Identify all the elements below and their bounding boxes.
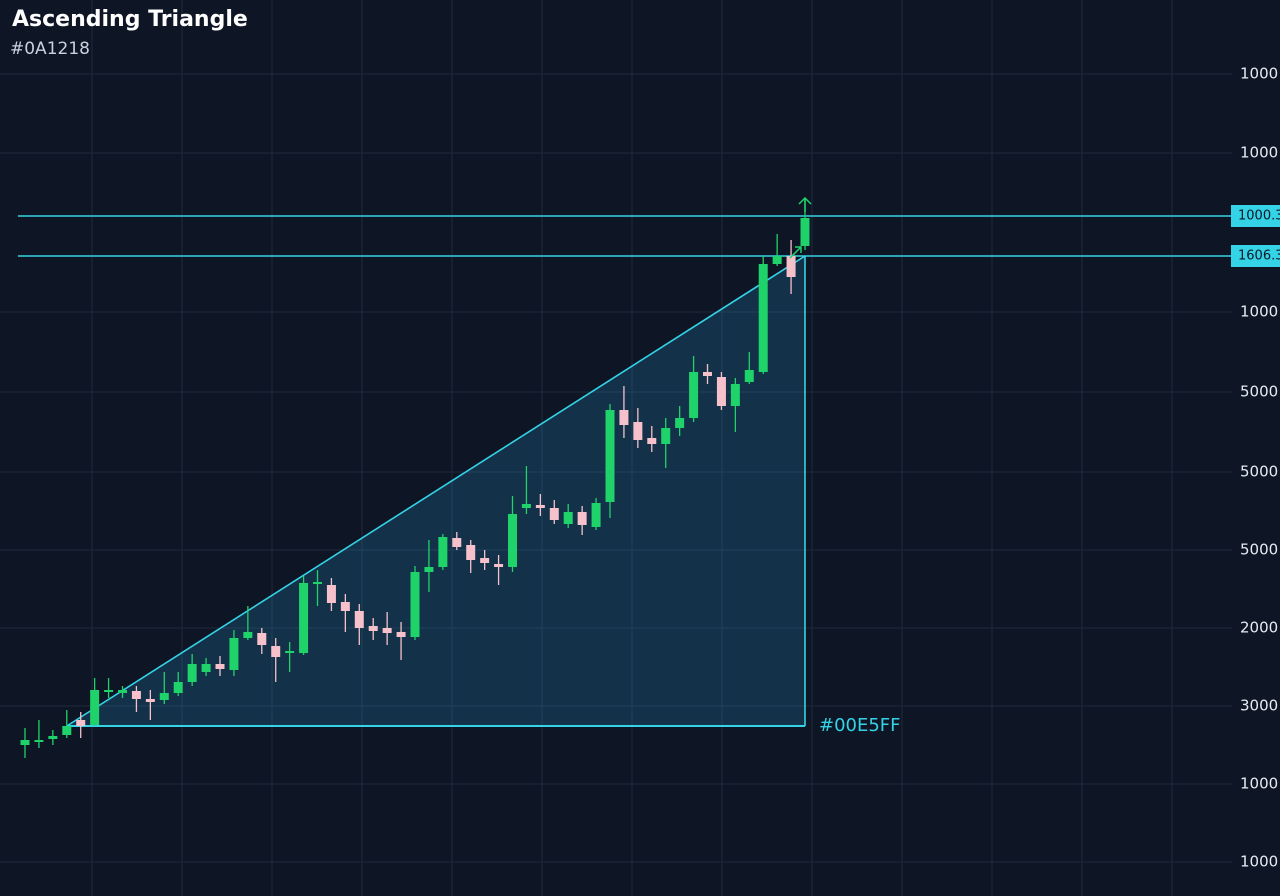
annotation: #00E5FF [819,715,901,736]
candle-body [285,651,295,653]
candle-body [396,632,406,637]
candle-body [466,545,476,560]
y-tick-label: 1000 [1240,303,1278,321]
candle-body [243,632,253,638]
candle-body [229,638,239,670]
candle-body [145,699,155,702]
candle-body [633,422,643,440]
y-tick-label: 1000 [1240,775,1278,793]
candle-body [257,633,267,645]
candle-body [772,256,782,264]
candle-body [494,564,504,567]
candle-body [62,726,72,735]
candle-body [619,410,629,425]
candle-body [410,572,420,637]
y-tick-label: 1000 [1240,853,1278,871]
candle-body [299,583,309,653]
candle-body [173,682,183,693]
candle-body [563,512,573,524]
candle-body [215,664,225,669]
y-tick-label: 3000 [1240,697,1278,715]
y-tick-label: 2000 [1240,619,1278,637]
candle-body [131,691,141,699]
y-tick-label: 5000 [1240,463,1278,481]
y-tick-label: 1000 [1240,65,1278,83]
candle-body [605,410,615,502]
candle-body [758,264,768,372]
candle-body [452,538,462,547]
candle-body [34,740,44,742]
candle-body [48,736,58,739]
candle-body [577,512,587,525]
chart-subtitle: #0A1218 [10,39,90,59]
candle-body [744,370,754,382]
candle-body [508,514,517,567]
candle-body [424,567,434,572]
candle-body [354,611,364,628]
candle-body [20,740,30,745]
candle-body [368,626,378,631]
candle-body [703,372,712,376]
candle-body [118,690,127,693]
level-label: 1606.3 [1238,249,1280,264]
chart-title: Ascending Triangle [12,7,248,32]
candle-body [382,628,392,633]
candle-body [800,218,810,246]
candle-body [438,537,448,567]
candle-body [480,558,490,563]
candle-body [326,585,336,603]
level-label: 1000.3 [1238,209,1280,224]
candle-body [271,646,281,657]
candle-body [521,504,531,508]
candle-body [730,384,740,406]
candle-body [689,372,699,418]
candle-body [661,428,671,444]
candle-body [159,693,169,700]
y-tick-label: 1000 [1240,144,1278,162]
candle-body [647,438,657,444]
candle-body [786,256,796,277]
candle-body [201,664,211,672]
candle-body [104,690,114,692]
candle-body [76,720,86,726]
candle-body [313,582,322,584]
candle-body [591,503,601,527]
candle-body [716,377,726,406]
candle-body [340,602,350,611]
y-tick-label: 5000 [1240,541,1278,559]
candle-body [675,418,685,428]
breakout-arrow [789,246,802,259]
breakout-arrow [798,196,812,212]
candle-body [90,690,100,725]
candle-body [549,508,559,520]
rising-trendline [66,255,806,727]
candle-body [535,505,545,508]
level-label-box [1231,205,1280,227]
y-tick-label: 5000 [1240,383,1278,401]
grid [0,0,1232,896]
level-label-box [1231,245,1280,267]
plot [18,198,1232,758]
candle-body [187,664,197,682]
